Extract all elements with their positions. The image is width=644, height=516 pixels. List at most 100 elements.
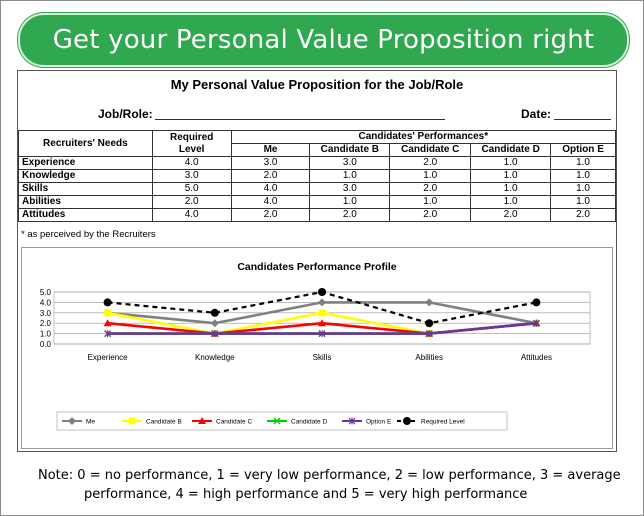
data-point bbox=[210, 308, 219, 317]
table-row: Skills 5.0 4.0 3.0 2.0 1.0 1.0 bbox=[18, 182, 616, 196]
legend-item: Candidate D bbox=[267, 417, 327, 426]
data-point bbox=[103, 319, 112, 327]
required-value: 3.0 bbox=[151, 169, 232, 183]
cell-value: 1.0 bbox=[470, 156, 552, 170]
x-tick-label: Skills bbox=[313, 353, 332, 362]
cell-value: 4.0 bbox=[230, 195, 311, 209]
data-point bbox=[425, 319, 434, 328]
document-title: My Personal Value Proposition for the Jo… bbox=[170, 77, 464, 92]
legend-item: Candidate B bbox=[122, 417, 182, 426]
date-label: Date: bbox=[521, 107, 552, 121]
title-banner: Get your Personal Value Proposition righ… bbox=[18, 13, 629, 67]
header-candidate: Candidate D bbox=[470, 143, 552, 157]
data-point bbox=[211, 330, 219, 338]
header-required-level-text: Required Level bbox=[170, 131, 214, 155]
scale-note-line-1: Note: 0 = no performance, 1 = very low p… bbox=[38, 468, 621, 483]
job-role-field[interactable] bbox=[155, 119, 445, 120]
cell-value: 2.0 bbox=[470, 208, 552, 222]
cell-value: 2.0 bbox=[230, 169, 311, 183]
x-tick-label: Abilities bbox=[415, 353, 443, 362]
table-row: Knowledge 3.0 2.0 1.0 1.0 1.0 1.0 bbox=[18, 169, 616, 183]
legend-label: Candidate C bbox=[216, 419, 252, 426]
y-tick-label: 4.0 bbox=[40, 298, 52, 307]
chart-title: Candidates Performance Profile bbox=[237, 261, 396, 273]
required-value: 4.0 bbox=[151, 208, 232, 222]
footnote: * as perceived by the Recruiters bbox=[21, 229, 156, 240]
performance-table: Recruiters' Needs Required Level Candida… bbox=[18, 130, 617, 222]
cell-value: 1.0 bbox=[389, 169, 472, 183]
cell-value: 1.0 bbox=[309, 195, 391, 209]
need-name: Abilities bbox=[18, 195, 153, 209]
header-candidate: Candidate B bbox=[309, 143, 391, 157]
data-point bbox=[425, 298, 434, 307]
cell-value: 3.0 bbox=[230, 156, 311, 170]
data-point bbox=[318, 288, 326, 296]
performance-chart-panel: Candidates Performance Profile 0.0 1.0 2.0… bbox=[21, 247, 613, 449]
header-candidates-performances: Candidates' Performances* bbox=[230, 130, 617, 144]
data-point bbox=[104, 309, 112, 317]
data-point bbox=[210, 319, 219, 328]
cell-value: 2.0 bbox=[309, 208, 391, 222]
legend-label: Required Level bbox=[421, 419, 465, 426]
data-point bbox=[425, 330, 433, 338]
cell-value: 1.0 bbox=[550, 169, 616, 183]
legend-marker bbox=[68, 417, 76, 425]
series-required-level bbox=[103, 288, 541, 328]
header-candidate: Option E bbox=[550, 143, 616, 157]
legend-item: Option E bbox=[342, 417, 392, 426]
header-candidate: Me bbox=[230, 143, 311, 157]
cell-value: 2.0 bbox=[389, 182, 472, 196]
data-point bbox=[533, 319, 540, 327]
legend-item: Me bbox=[62, 417, 95, 426]
data-point bbox=[532, 298, 541, 307]
cell-value: 1.0 bbox=[309, 169, 391, 183]
series-option-e bbox=[104, 319, 540, 338]
y-tick-label: 0.0 bbox=[40, 340, 52, 349]
cell-value: 2.0 bbox=[230, 208, 311, 222]
performance-chart: Candidates Performance Profile 0.01.0 2.0… bbox=[40, 261, 591, 431]
legend-marker bbox=[128, 417, 136, 425]
cell-value: 4.0 bbox=[230, 182, 311, 196]
header-recruiters-needs: Recruiters' Needs bbox=[18, 130, 153, 157]
job-role-label: Job/Role: bbox=[98, 107, 153, 121]
legend-label: Option E bbox=[366, 419, 392, 426]
need-name: Skills bbox=[18, 182, 153, 196]
cell-value: 1.0 bbox=[550, 182, 616, 196]
required-value: 5.0 bbox=[151, 182, 232, 196]
legend-marker bbox=[348, 417, 356, 425]
legend-label: Candidate D bbox=[291, 419, 327, 426]
x-tick-label: Experience bbox=[88, 353, 129, 362]
date-field[interactable] bbox=[554, 119, 611, 120]
cell-value: 1.0 bbox=[470, 182, 552, 196]
legend-item: Candidate C bbox=[192, 417, 252, 426]
table-row: Attitudes 4.0 2.0 2.0 2.0 2.0 2.0 bbox=[18, 208, 616, 222]
legend-item: Required Level bbox=[397, 417, 465, 426]
cell-value: 2.0 bbox=[389, 156, 472, 170]
cell-value: 3.0 bbox=[309, 156, 391, 170]
need-name: Knowledge bbox=[18, 169, 153, 183]
header-candidate: Candidate C bbox=[389, 143, 472, 157]
legend-label: Candidate B bbox=[146, 419, 182, 426]
x-tick-label: Attitudes bbox=[521, 353, 552, 362]
value-proposition-sheet: My Personal Value Proposition for the Jo… bbox=[17, 70, 617, 452]
cell-value: 1.0 bbox=[550, 156, 616, 170]
data-point bbox=[104, 330, 111, 338]
table-row: Abilities 2.0 4.0 1.0 1.0 1.0 1.0 bbox=[18, 195, 616, 209]
cell-value: 1.0 bbox=[550, 195, 616, 209]
cell-value: 1.0 bbox=[389, 195, 472, 209]
need-name: Attitudes bbox=[18, 208, 153, 222]
data-point bbox=[318, 319, 326, 327]
required-value: 4.0 bbox=[151, 156, 232, 170]
cell-value: 3.0 bbox=[309, 182, 391, 196]
data-point bbox=[103, 298, 112, 307]
y-tick-label: 1.0 bbox=[40, 330, 52, 339]
y-tick-label: 3.0 bbox=[40, 309, 52, 318]
header-required-level: Required Level bbox=[151, 130, 232, 157]
cell-value: 2.0 bbox=[550, 208, 616, 222]
legend-marker bbox=[273, 417, 281, 425]
need-name: Experience bbox=[18, 156, 153, 170]
x-tick-label: Knowledge bbox=[195, 353, 235, 362]
y-tick-label: 2.0 bbox=[40, 319, 52, 328]
table-row: Experience 4.0 3.0 3.0 2.0 1.0 1.0 bbox=[18, 156, 616, 170]
banner-title: Get your Personal Value Proposition righ… bbox=[52, 25, 595, 55]
